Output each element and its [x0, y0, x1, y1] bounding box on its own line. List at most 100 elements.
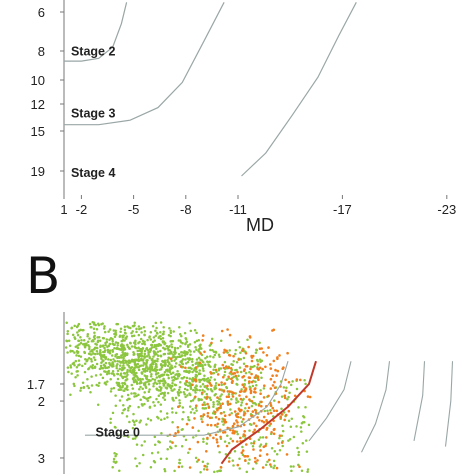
panel-b-point-green	[146, 417, 150, 421]
panel-b-point-orange	[235, 419, 238, 422]
panel-b-point-green	[91, 321, 94, 324]
panel-b-point-green	[300, 469, 304, 472]
panel-b-point-green	[127, 326, 131, 329]
panel-b-point-green	[203, 363, 207, 366]
panel-b-point-green	[234, 348, 238, 352]
panel-b-point-green	[81, 364, 84, 368]
panel-b-point-green	[77, 339, 80, 342]
panel-b-point-green	[69, 366, 73, 369]
panel-b-point-green	[142, 361, 146, 365]
panel-b-point-orange	[220, 381, 223, 384]
panel-b-point-orange	[228, 413, 231, 417]
panel-b-point-green	[159, 349, 162, 353]
panel-b-point-green	[135, 394, 138, 398]
panel-b-point-green	[291, 380, 294, 383]
panel-b-point-green	[104, 383, 108, 386]
panel-b-point-green	[121, 338, 125, 342]
panel-b-point-green	[287, 439, 290, 442]
panel-b-point-green	[153, 352, 156, 355]
panel-b-point-green	[162, 384, 166, 387]
panel-b-point-green	[288, 391, 291, 395]
panel-b-point-green	[162, 325, 165, 329]
panel-b-point-orange	[232, 422, 236, 426]
panel-b-point-green	[259, 389, 262, 392]
panel-b-point-green	[109, 337, 113, 340]
panel-b-point-orange	[253, 376, 257, 379]
panel-b-point-green	[181, 358, 185, 361]
panel-b-point-orange	[258, 419, 261, 422]
panel-b-point-green	[143, 355, 146, 358]
panel-b-point-green	[137, 393, 140, 397]
panel-b-point-orange	[272, 428, 276, 432]
panel-b-point-green	[107, 372, 111, 375]
panel-b-point-green	[74, 345, 78, 348]
panel-b-point-green	[224, 452, 228, 456]
panel-b-point-green	[229, 408, 232, 411]
panel-a-stage-label: Stage 3	[71, 107, 116, 121]
panel-b-point-green	[168, 445, 172, 449]
panel-b-point-green	[209, 398, 213, 402]
panel-b-point-green	[193, 328, 197, 332]
panel-b-point-green	[100, 357, 103, 361]
panel-b-point-green	[153, 435, 157, 439]
panel-b-point-green	[134, 374, 137, 377]
panel-b-point-green	[90, 360, 93, 363]
panel-b-point-green	[111, 465, 114, 469]
panel-b-point-orange	[188, 447, 191, 451]
panel-b-point-orange	[269, 411, 273, 415]
panel-b-point-green	[111, 339, 114, 343]
panel-b-point-green	[88, 347, 91, 351]
panel-b-point-orange	[225, 365, 228, 368]
panel-b-point-green	[235, 382, 238, 386]
panel-b-point-green	[181, 406, 185, 409]
panel-b-point-green	[152, 459, 156, 463]
panel-b-point-orange	[267, 394, 270, 398]
panel-b-point-green	[123, 325, 127, 328]
panel-b-point-green	[113, 335, 117, 338]
panel-b-point-green	[99, 345, 102, 348]
panel-b: 1.7 2 3 Stage 0	[27, 312, 454, 474]
panel-b-point-green	[212, 368, 215, 371]
panel-b-point-green	[131, 437, 135, 441]
panel-b-point-green	[93, 331, 96, 335]
panel-b-point-orange	[194, 366, 198, 369]
panel-b-point-green	[139, 377, 142, 381]
panel-b-point-orange	[185, 379, 188, 383]
panel-b-point-green	[135, 327, 138, 331]
panel-b-point-green	[98, 381, 101, 385]
panel-b-point-green	[203, 384, 207, 388]
panel-b-point-orange	[306, 395, 310, 398]
panel-b-point-green	[141, 377, 144, 381]
panel-b-point-green	[191, 380, 194, 383]
panel-b-point-green	[209, 348, 212, 352]
panel-a-stage-label: Stage 2	[71, 44, 116, 58]
panel-b-point-green	[208, 344, 212, 347]
panel-b-point-orange	[244, 388, 248, 391]
panel-b-point-green	[185, 376, 189, 380]
panel-b-point-green	[259, 436, 262, 439]
panel-b-point-green	[102, 327, 106, 330]
panel-b-point-green	[269, 409, 272, 412]
panel-b-point-green	[198, 344, 202, 347]
panel-b-point-green	[125, 415, 129, 418]
panel-b-point-green	[155, 372, 158, 376]
panel-b-point-orange	[269, 387, 273, 390]
panel-b-point-green	[281, 444, 284, 448]
panel-b-point-green	[67, 339, 71, 342]
panel-b-point-green	[170, 376, 174, 379]
panel-b-point-orange	[269, 363, 272, 366]
panel-b-point-green	[148, 335, 151, 338]
panel-b-curve-2	[308, 361, 352, 442]
panel-b-point-green	[171, 371, 175, 375]
panel-b-point-green	[108, 328, 112, 331]
panel-b-point-green	[280, 407, 283, 411]
panel-b-point-orange	[195, 404, 198, 408]
panel-b-point-orange	[238, 394, 241, 397]
panel-b-point-green	[147, 353, 150, 357]
panel-b-point-orange	[266, 412, 270, 415]
panel-b-point-green	[104, 343, 107, 347]
panel-b-point-orange	[284, 378, 287, 382]
panel-b-point-orange	[273, 380, 276, 384]
panel-b-point-orange	[256, 375, 260, 379]
panel-b-point-orange	[245, 402, 248, 406]
